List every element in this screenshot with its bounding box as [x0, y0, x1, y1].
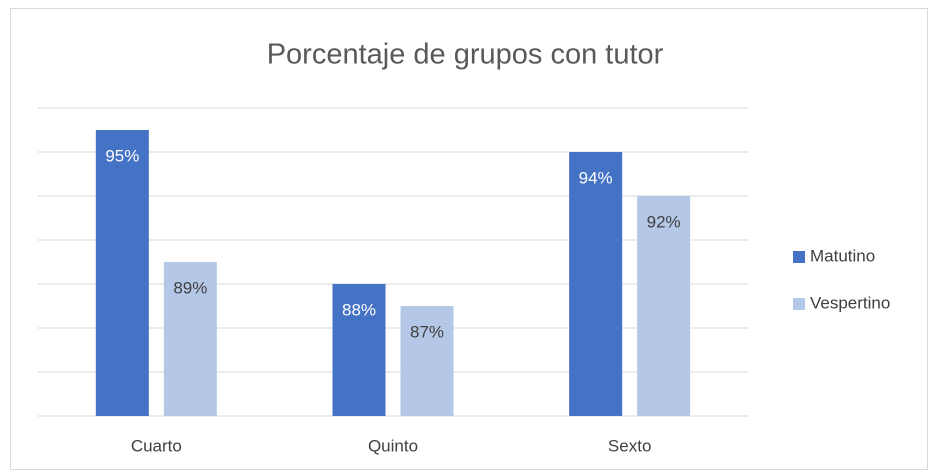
legend-label: Matutino [810, 246, 875, 265]
chart-title: Porcentaje de grupos con tutor [267, 39, 664, 71]
data-label: 95% [105, 146, 139, 165]
bar [400, 306, 454, 416]
bar [163, 262, 217, 416]
data-label: 89% [173, 278, 207, 297]
data-label: 87% [410, 322, 444, 341]
x-tick-label: Cuarto [131, 436, 182, 455]
x-tick-label: Sexto [608, 436, 651, 455]
legend-label: Vespertino [810, 293, 890, 312]
data-label: 94% [579, 168, 613, 187]
bar [332, 284, 386, 416]
legend-swatch [793, 298, 805, 310]
bar [637, 196, 691, 416]
bar [95, 130, 149, 416]
chart-border [10, 8, 928, 470]
legend-swatch [793, 251, 805, 263]
x-tick-label: Quinto [368, 436, 418, 455]
bar [569, 152, 623, 416]
data-label: 88% [342, 300, 376, 319]
data-label: 92% [647, 212, 681, 231]
